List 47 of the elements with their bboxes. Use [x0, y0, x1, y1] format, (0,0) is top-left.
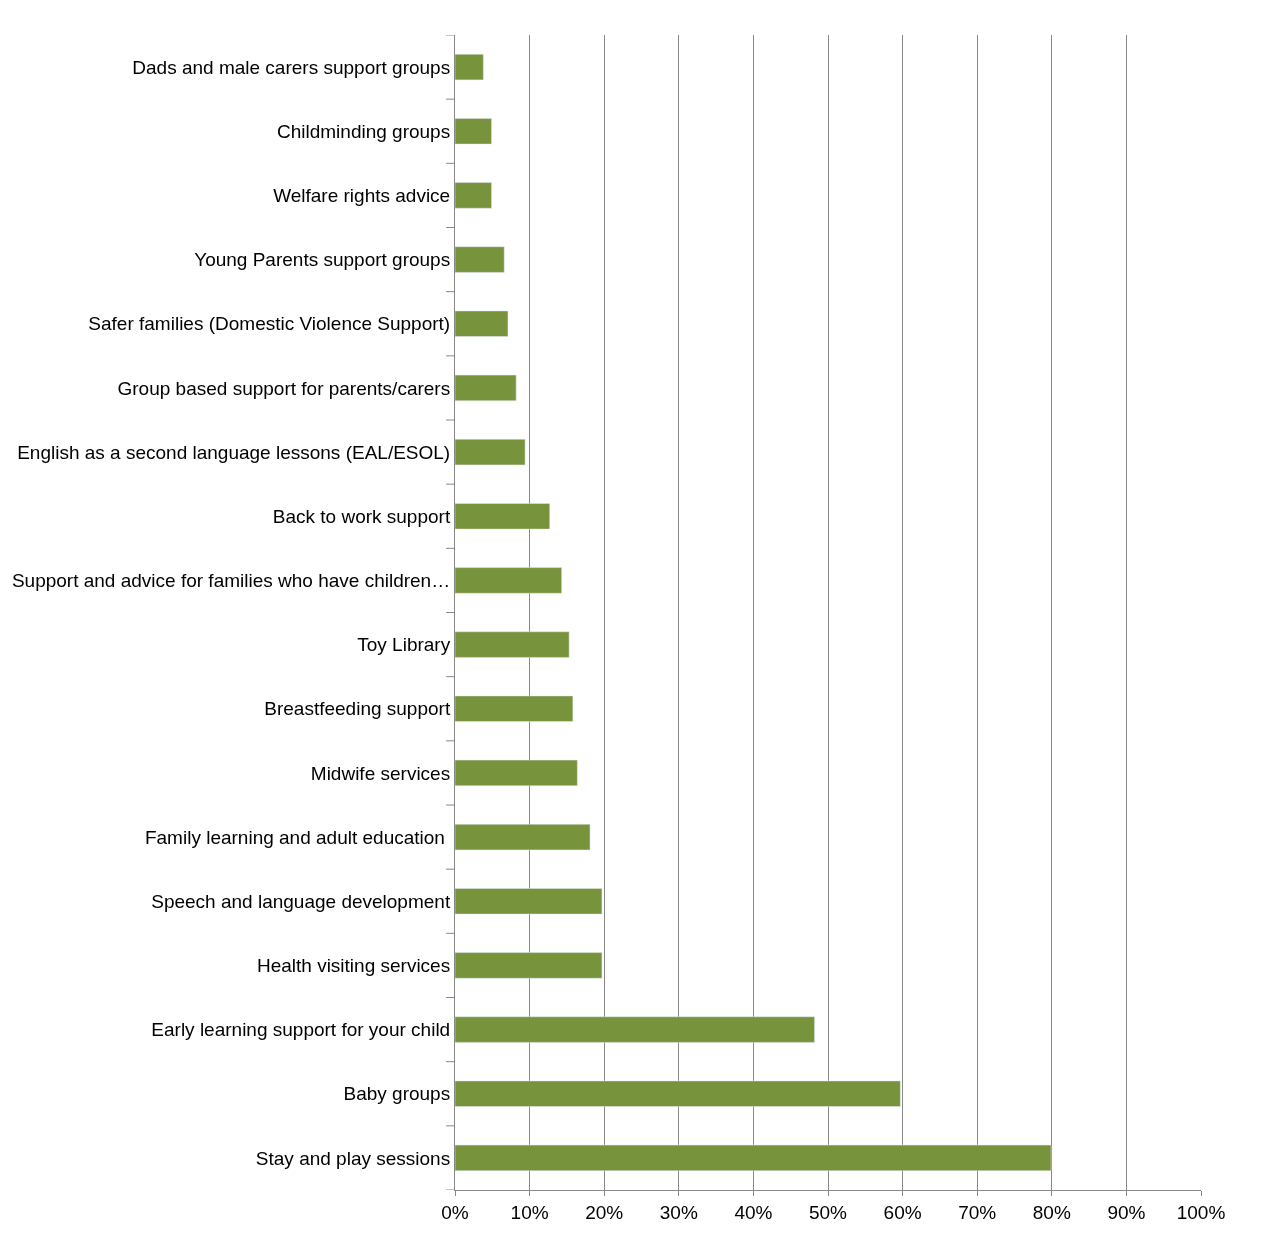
- x-tick-label: 40%: [734, 1201, 773, 1223]
- y-tick-label: Stay and play sessions: [255, 1147, 451, 1169]
- bar: [455, 631, 570, 658]
- y-tick-label: Breastfeeding support: [264, 698, 451, 720]
- y-tick-label: Group based support for parents/carers: [117, 377, 451, 399]
- y-tick-label: Childminding groups: [276, 120, 451, 142]
- y-tick-label: Baby groups: [343, 1083, 451, 1105]
- y-tick-label: Welfare rights advice: [273, 185, 451, 207]
- bar: [455, 439, 526, 466]
- y-tick-label: Back to work support: [272, 505, 451, 527]
- y-tick-label: Support and advice for families who have children…: [11, 570, 451, 592]
- bar: [455, 374, 517, 401]
- x-tick-label: 0%: [441, 1201, 469, 1223]
- bar: [455, 310, 509, 337]
- bar: [455, 182, 492, 209]
- bar: [455, 695, 574, 722]
- y-tick-label: Midwife services: [310, 762, 451, 784]
- bar: [455, 1080, 901, 1107]
- y-tick-label: Safer families (Domestic Violence Support): [88, 313, 451, 335]
- y-tick-label: Early learning support for your child: [151, 1019, 451, 1041]
- bar: [455, 503, 550, 530]
- y-tick-label: Health visiting services: [256, 955, 451, 977]
- bar: [455, 888, 603, 915]
- x-tick-label: 50%: [808, 1201, 848, 1223]
- x-tick-label: 60%: [883, 1201, 922, 1223]
- y-tick-label: Speech and language development: [151, 890, 451, 912]
- x-tick-label: 20%: [585, 1201, 624, 1223]
- x-tick-label: 90%: [1107, 1201, 1146, 1223]
- x-tick-label: 30%: [659, 1201, 698, 1223]
- x-tick-label: 100%: [1176, 1201, 1226, 1223]
- x-tick-label: 10%: [510, 1201, 549, 1223]
- y-tick-label: Young Parents support groups: [194, 249, 451, 271]
- x-tick-label: 80%: [1032, 1201, 1071, 1223]
- y-tick-label: Family learning and adult education: [144, 826, 451, 848]
- bar: [455, 118, 492, 145]
- bar: [455, 759, 578, 786]
- y-tick-label: Dads and male carers support groups: [132, 56, 451, 78]
- y-tick-label: English as a second language lessons (EAL/ESOL): [17, 441, 451, 463]
- bar: [455, 246, 505, 273]
- bar: [455, 1016, 815, 1043]
- bar: [455, 952, 603, 979]
- bar: [455, 54, 484, 81]
- bar: [455, 1144, 1052, 1171]
- bar: [455, 567, 562, 594]
- y-tick-label: Toy Library: [357, 634, 451, 656]
- bar: [455, 824, 591, 851]
- x-tick-label: 70%: [958, 1201, 997, 1223]
